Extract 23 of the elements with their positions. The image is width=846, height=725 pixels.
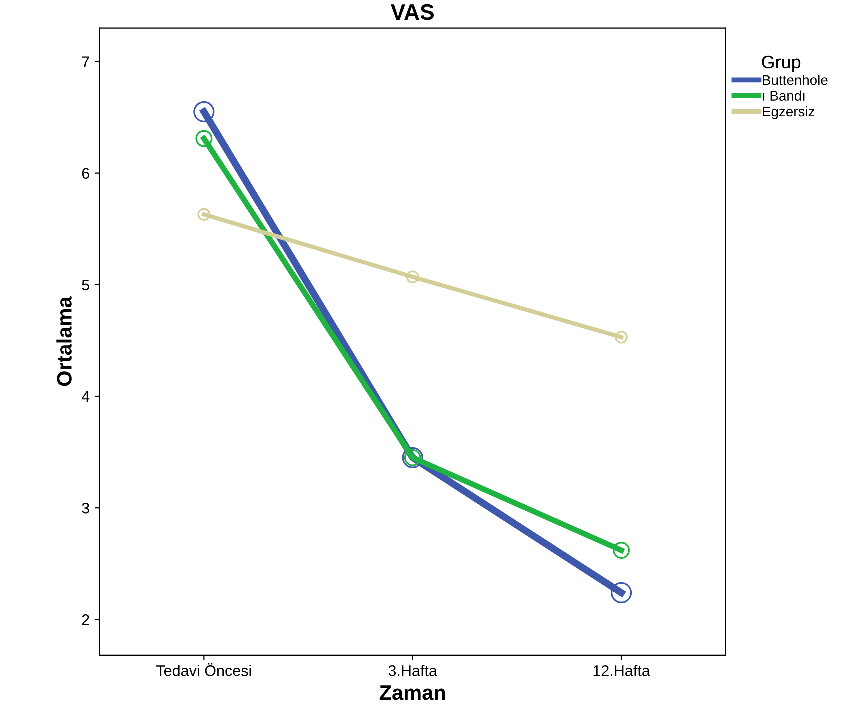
- point: [194, 101, 215, 123]
- legend-label: ı Bandı: [763, 90, 805, 101]
- point: [613, 542, 630, 559]
- y-tick-label: 2: [82, 614, 90, 626]
- legend-label: Buttenhole: [763, 75, 828, 86]
- point: [406, 270, 420, 284]
- x-tick-label: Tedavi Öncesi: [156, 663, 252, 676]
- point: [610, 582, 632, 604]
- y-tick-label: 3: [82, 502, 90, 514]
- legend-label: Egzersiz: [763, 106, 815, 120]
- legend-title: Grup: [762, 56, 801, 72]
- y-tick-label: 4: [82, 392, 90, 402]
- y-tick-label: 7: [82, 56, 90, 68]
- x-tick-label: 3.Hafta: [388, 665, 438, 676]
- chart-title: VAS: [390, 4, 434, 20]
- y-tick-label: 5: [82, 280, 90, 291]
- point: [615, 330, 628, 344]
- point: [198, 208, 211, 222]
- point: [196, 130, 213, 148]
- x-axis-title: Zaman: [380, 686, 446, 700]
- y-tick-label: 6: [82, 168, 90, 180]
- x-tick-label: 12.Hafta: [594, 665, 650, 676]
- y-axis-title: Ortalama: [56, 296, 72, 386]
